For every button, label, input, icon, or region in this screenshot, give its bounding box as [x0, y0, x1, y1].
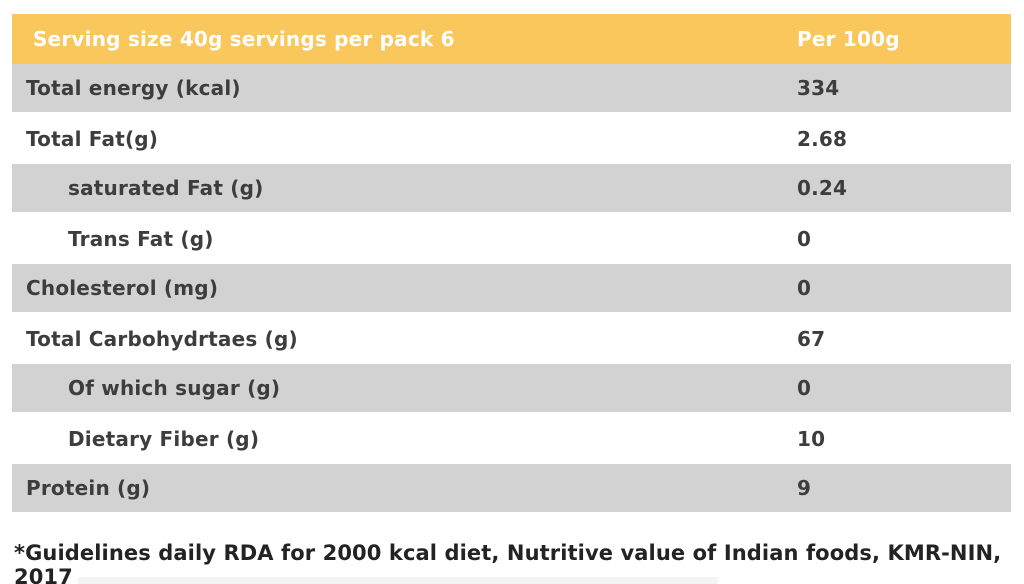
- row-label: Protein (g): [26, 476, 151, 500]
- table-row-saturated-fat: saturated Fat (g) 0.24: [12, 164, 1011, 214]
- row-value: 10: [797, 427, 826, 451]
- table-row-dietary-fiber: Dietary Fiber (g) 10: [12, 414, 1011, 464]
- table-header-row: Serving size 40g servings per pack 6 Per…: [12, 14, 1011, 64]
- row-label: saturated Fat (g): [68, 176, 264, 200]
- table-row-total-energy: Total energy (kcal) 334: [12, 64, 1011, 114]
- row-value: 67: [797, 327, 826, 351]
- table-row-protein: Protein (g) 9: [12, 464, 1011, 514]
- guidelines-footnote: *Guidelines daily RDA for 2000 kcal diet…: [14, 541, 1002, 584]
- table-row-trans-fat: Trans Fat (g) 0: [12, 214, 1011, 264]
- next-section-edge: [78, 577, 718, 584]
- row-label: Of which sugar (g): [68, 376, 281, 400]
- table-row-total-carbohydrates: Total Carbohydrtaes (g) 67: [12, 314, 1011, 364]
- table-row-cholesterol: Cholesterol (mg) 0: [12, 264, 1011, 314]
- table-row-total-fat: Total Fat(g) 2.68: [12, 114, 1011, 164]
- row-label: Trans Fat (g): [68, 227, 214, 251]
- row-value: 0: [797, 376, 812, 400]
- row-value: 0: [797, 276, 812, 300]
- nutrition-table: Serving size 40g servings per pack 6 Per…: [12, 14, 1011, 514]
- column-header-per-100g: Per 100g: [797, 27, 900, 51]
- row-label: Dietary Fiber (g): [68, 427, 260, 451]
- table-row-of-which-sugar: Of which sugar (g) 0: [12, 364, 1011, 414]
- row-value: 9: [797, 476, 812, 500]
- row-label: Total energy (kcal): [26, 76, 241, 100]
- row-value: 334: [797, 76, 840, 100]
- row-value: 0: [797, 227, 812, 251]
- row-value: 0.24: [797, 176, 848, 200]
- row-value: 2.68: [797, 127, 848, 151]
- column-header-serving-info: Serving size 40g servings per pack 6: [33, 27, 455, 51]
- row-label: Total Carbohydrtaes (g): [26, 327, 298, 351]
- row-label: Cholesterol (mg): [26, 276, 219, 300]
- row-label: Total Fat(g): [26, 127, 159, 151]
